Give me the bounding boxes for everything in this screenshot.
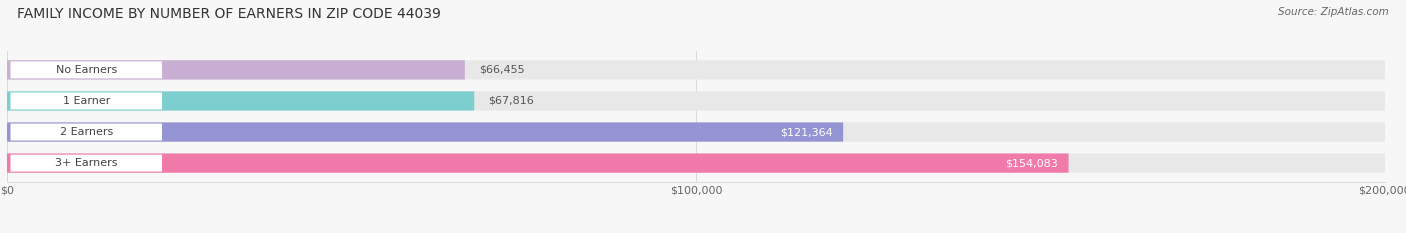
FancyBboxPatch shape: [10, 123, 162, 140]
FancyBboxPatch shape: [10, 155, 162, 171]
FancyBboxPatch shape: [7, 60, 465, 79]
Text: $66,455: $66,455: [478, 65, 524, 75]
Text: 3+ Earners: 3+ Earners: [55, 158, 118, 168]
FancyBboxPatch shape: [10, 93, 162, 110]
FancyBboxPatch shape: [7, 154, 1069, 173]
FancyBboxPatch shape: [7, 91, 474, 111]
FancyBboxPatch shape: [7, 154, 1385, 173]
FancyBboxPatch shape: [7, 122, 844, 142]
Text: 2 Earners: 2 Earners: [59, 127, 112, 137]
Text: 1 Earner: 1 Earner: [63, 96, 110, 106]
Text: Source: ZipAtlas.com: Source: ZipAtlas.com: [1278, 7, 1389, 17]
Text: No Earners: No Earners: [56, 65, 117, 75]
FancyBboxPatch shape: [7, 60, 1385, 79]
FancyBboxPatch shape: [7, 122, 1385, 142]
FancyBboxPatch shape: [7, 91, 1385, 111]
Text: $67,816: $67,816: [488, 96, 534, 106]
Text: $121,364: $121,364: [780, 127, 832, 137]
Text: FAMILY INCOME BY NUMBER OF EARNERS IN ZIP CODE 44039: FAMILY INCOME BY NUMBER OF EARNERS IN ZI…: [17, 7, 440, 21]
Text: $154,083: $154,083: [1005, 158, 1059, 168]
FancyBboxPatch shape: [10, 62, 162, 78]
